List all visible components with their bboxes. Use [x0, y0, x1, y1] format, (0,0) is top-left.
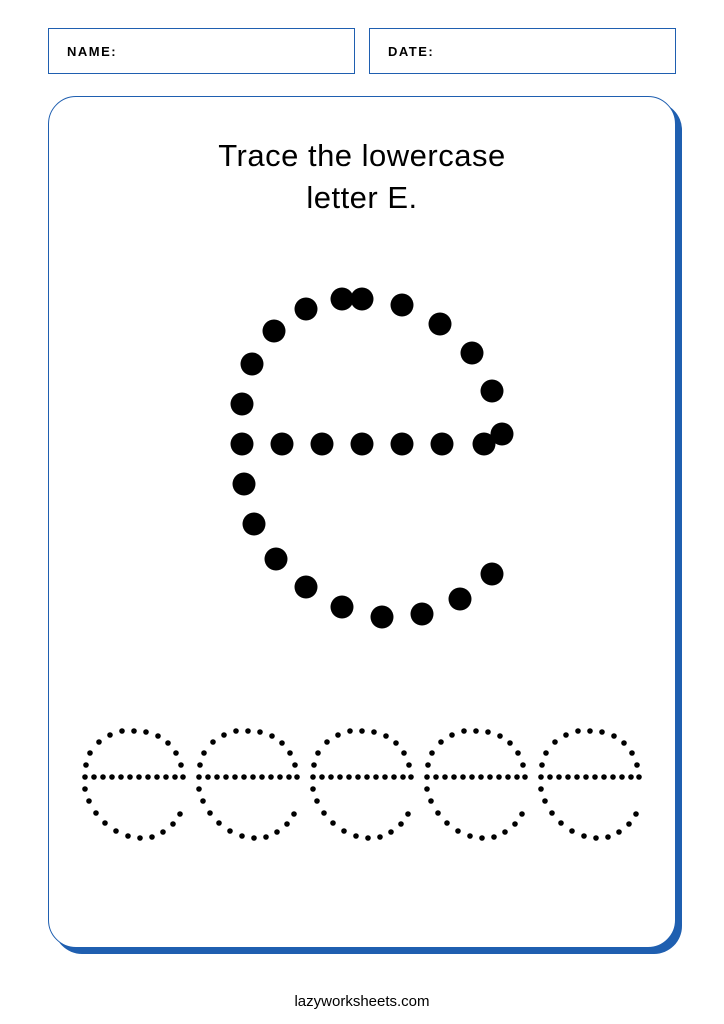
main-panel: Trace the lowercase letter E.: [48, 96, 676, 948]
small-dotted-letter-e: [416, 717, 536, 867]
small-dotted-letter-e: [188, 717, 308, 867]
main-panel-wrap: Trace the lowercase letter E.: [48, 96, 676, 948]
small-dotted-letter-e: [74, 717, 194, 867]
header-row: NAME: DATE:: [48, 28, 676, 74]
name-field-box[interactable]: NAME:: [48, 28, 355, 74]
small-letters-row: [69, 717, 655, 867]
small-dotted-letter-e: [302, 717, 422, 867]
date-field-box[interactable]: DATE:: [369, 28, 676, 74]
instruction-text: Trace the lowercase letter E.: [69, 135, 655, 219]
instruction-line-2: letter E.: [306, 180, 417, 215]
instruction-line-1: Trace the lowercase: [218, 138, 505, 173]
small-dotted-letter-e: [530, 717, 650, 867]
big-dotted-letter-e: [182, 249, 542, 669]
big-letter-area: [69, 249, 655, 689]
footer-credit: lazyworksheets.com: [0, 993, 724, 1010]
name-label: NAME:: [67, 44, 117, 59]
date-label: DATE:: [388, 44, 434, 59]
